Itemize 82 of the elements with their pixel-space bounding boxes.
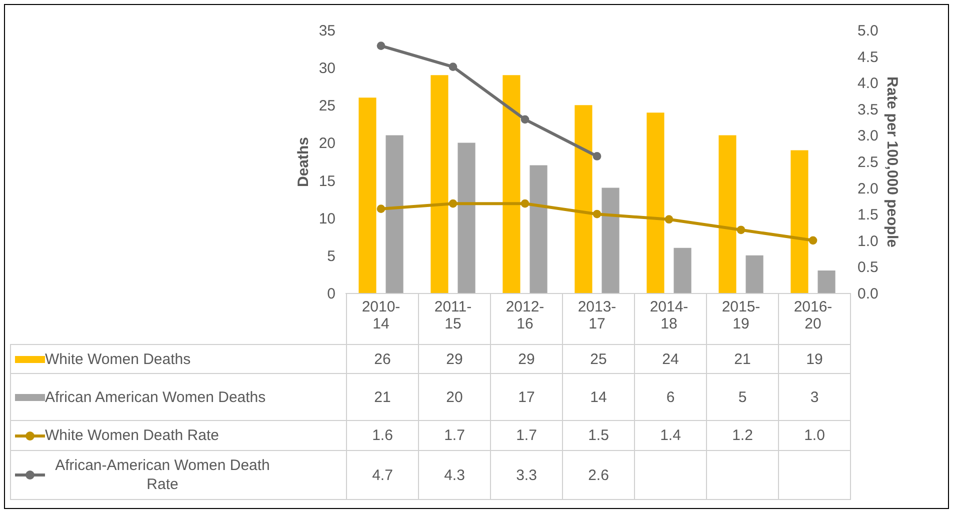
point xyxy=(592,152,602,160)
bar xyxy=(502,75,520,293)
point xyxy=(736,226,746,234)
y2-tick-label: 3.0 xyxy=(858,128,878,145)
data-label: 4.7 xyxy=(346,450,418,500)
y-tick-label: 25 xyxy=(318,98,336,115)
x-tick-label: 2010-14 xyxy=(362,298,400,332)
point xyxy=(664,215,674,224)
data-label: 24 xyxy=(634,344,706,374)
data-label: 3.3 xyxy=(490,450,562,500)
legend-label: White Women Death Rate xyxy=(45,426,219,445)
data-label: 1.7 xyxy=(418,420,490,450)
point xyxy=(520,115,530,124)
bar xyxy=(430,75,448,293)
bar xyxy=(746,255,764,293)
y2-tick-label: 0.0 xyxy=(858,286,878,302)
x-tick-label: 2015-19 xyxy=(722,298,760,332)
bar xyxy=(602,188,620,293)
data-label: 1.4 xyxy=(634,420,706,450)
y2-tick-label: 5.0 xyxy=(858,22,878,40)
data-label: 1.2 xyxy=(706,420,778,450)
point xyxy=(592,210,602,218)
bar xyxy=(574,105,592,293)
y-tick-label: 0 xyxy=(327,286,336,302)
point xyxy=(448,62,458,71)
bar xyxy=(386,135,404,293)
x-tick-label: 2013-17 xyxy=(578,298,616,332)
point xyxy=(376,204,386,214)
y2-tick-label: 2.5 xyxy=(858,154,878,171)
data-label: 17 xyxy=(490,374,562,420)
data-label: 5 xyxy=(706,374,778,420)
y2-tick-label: 3.5 xyxy=(858,101,878,118)
y-tick-label: 20 xyxy=(318,135,336,152)
data-label: 2.6 xyxy=(562,450,634,500)
data-label: 21 xyxy=(706,344,778,374)
data-label: 21 xyxy=(346,374,418,420)
bar xyxy=(458,142,476,293)
data-label: 29 xyxy=(418,344,490,374)
data-label: 3 xyxy=(778,374,850,420)
point xyxy=(808,236,818,245)
data-label: 29 xyxy=(490,344,562,374)
x-tick-label: 2016-20 xyxy=(794,298,832,332)
point xyxy=(520,199,530,208)
x-tick-label: 2012-16 xyxy=(506,298,544,332)
data-label: 14 xyxy=(562,374,634,420)
data-label: 1.6 xyxy=(346,420,418,450)
legend-label: White Women Deaths xyxy=(45,350,191,368)
data-label: 1.5 xyxy=(562,420,634,450)
y-tick-label: 10 xyxy=(318,210,336,228)
data-label: 1.7 xyxy=(490,420,562,450)
bar xyxy=(818,270,836,293)
y2-tick-label: 4.0 xyxy=(858,75,878,92)
y-tick-label: 5 xyxy=(327,248,336,265)
y2-tick-label: 1.5 xyxy=(858,206,878,224)
data-label: 26 xyxy=(346,344,418,374)
bar xyxy=(790,150,808,293)
y2-tick-label: 2.0 xyxy=(858,180,878,198)
bar xyxy=(358,98,376,293)
point xyxy=(376,42,386,50)
bar xyxy=(718,135,736,293)
y-tick-label: 15 xyxy=(318,172,336,190)
bar xyxy=(530,165,548,293)
data-label: 4.3 xyxy=(418,450,490,500)
y-tick-label: 30 xyxy=(318,60,336,78)
y2-tick-label: 4.5 xyxy=(858,48,878,66)
y2-tick-label: 1.0 xyxy=(858,232,878,250)
bar xyxy=(674,248,692,293)
legend-label: African-American Women Death Rate xyxy=(54,456,271,494)
data-label: 19 xyxy=(778,344,850,374)
x-tick-label: 2014-18 xyxy=(650,298,688,332)
x-tick-label: 2011-15 xyxy=(434,298,472,332)
point xyxy=(448,199,458,208)
legend-label: African American Women Deaths xyxy=(45,388,266,406)
y-axis-title: Deaths xyxy=(294,136,312,188)
y2-tick-label: 0.5 xyxy=(858,259,878,276)
data-label: 20 xyxy=(418,374,490,420)
data-label: 25 xyxy=(562,344,634,374)
bar xyxy=(646,112,664,293)
data-label: 1.0 xyxy=(778,420,850,450)
y2-axis-title: Rate per 100,000 people xyxy=(883,76,900,248)
data-label: 6 xyxy=(634,374,706,420)
y-tick-label: 35 xyxy=(318,22,336,40)
